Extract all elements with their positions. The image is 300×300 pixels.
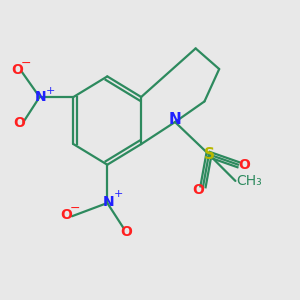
Text: N: N xyxy=(35,90,47,104)
Text: O: O xyxy=(121,225,132,238)
Text: O: O xyxy=(13,116,25,130)
Text: −: − xyxy=(70,202,80,214)
Text: N: N xyxy=(103,194,115,208)
Text: +: + xyxy=(114,189,123,199)
Text: O: O xyxy=(193,183,205,197)
Text: O: O xyxy=(238,158,250,172)
Text: O: O xyxy=(12,64,23,77)
Text: +: + xyxy=(46,85,56,95)
Text: CH₃: CH₃ xyxy=(236,174,262,188)
Text: O: O xyxy=(60,208,72,222)
Text: −: − xyxy=(21,57,32,70)
Text: N: N xyxy=(169,112,182,127)
Text: S: S xyxy=(203,147,214,162)
